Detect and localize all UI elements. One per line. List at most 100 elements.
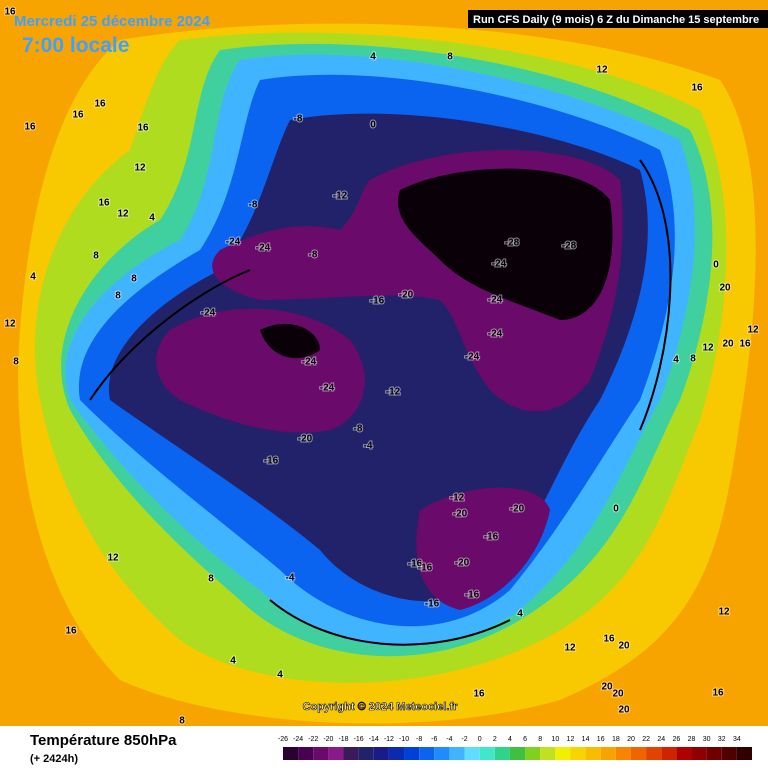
contour-label: 4: [517, 609, 523, 620]
color-swatch: [449, 747, 465, 760]
color-swatch: [464, 747, 480, 760]
color-swatch: [721, 747, 737, 760]
legend-tick-label: 28: [688, 736, 696, 743]
contour-label: -8: [354, 424, 363, 435]
contour-label: -24: [488, 329, 503, 340]
legend-tick-label: 22: [642, 736, 650, 743]
legend-tick-label: 32: [718, 736, 726, 743]
color-swatch: [706, 747, 722, 760]
contour-label: -24: [201, 308, 216, 319]
contour-label: 20: [601, 682, 613, 693]
contour-label: 8: [93, 251, 99, 262]
contour-label: 12: [596, 65, 608, 76]
contour-label: 4: [230, 656, 236, 667]
legend-title: Température 850hPa: [30, 732, 177, 749]
legend-tick-label: 14: [582, 736, 590, 743]
color-swatch: [509, 747, 526, 760]
color-swatch: [600, 747, 616, 760]
legend-tick-label: 24: [657, 736, 665, 743]
contour-label: -8: [309, 250, 318, 261]
color-swatch: [646, 747, 662, 760]
color-swatch: [434, 747, 450, 760]
color-swatch: [494, 747, 510, 760]
contour-label: -16: [264, 456, 279, 467]
contour-label: 8: [690, 354, 696, 365]
legend-tick-label: 4: [508, 736, 512, 743]
contour-label: -28: [505, 238, 520, 249]
legend-tick-label: -4: [446, 736, 452, 743]
contour-label: -24: [488, 295, 503, 306]
contour-label: 16: [739, 339, 751, 350]
copyright: Copyright © 2024 Meteociel.fr: [303, 701, 459, 713]
contour-label: 8: [447, 52, 453, 63]
contour-label: -28: [562, 241, 577, 252]
contour-label: 0: [713, 260, 719, 271]
contour-label: -20: [455, 558, 470, 569]
color-swatch: [404, 747, 420, 760]
contour-label: -12: [386, 387, 401, 398]
legend-tick-label: 8: [538, 736, 542, 743]
contour-label: 16: [4, 7, 16, 18]
forecast-date: Mercredi 25 décembre 2024: [14, 13, 211, 30]
legend-tick-label: 2: [493, 736, 497, 743]
contour-label: -4: [286, 573, 295, 584]
contour-label: 16: [94, 99, 106, 110]
contour-label: -16: [484, 532, 499, 543]
contour-label: 8: [208, 574, 214, 585]
legend-tick-label: 20: [627, 736, 635, 743]
isotherm-line: [89, 159, 672, 646]
color-swatch: [585, 747, 601, 760]
legend-tick-label: -24: [293, 736, 303, 743]
color-swatch: [313, 747, 329, 760]
legend-tick-label: -6: [431, 736, 437, 743]
color-swatch: [298, 747, 314, 760]
contour-label: 12: [107, 553, 119, 564]
contour-label: 12: [564, 643, 576, 654]
contour-label: -8: [249, 200, 258, 211]
contour-label: -16: [418, 563, 433, 574]
legend-tick-label: -12: [384, 736, 394, 743]
legend-tick-label: -16: [354, 736, 364, 743]
contour-label: 8: [115, 291, 121, 302]
contour-label: -20: [399, 290, 414, 301]
contour-label: 8: [179, 716, 185, 727]
map-coldest-zone: [398, 168, 613, 320]
contour-label: -16: [425, 599, 440, 610]
contour-label: 12: [4, 319, 16, 330]
color-swatch: [479, 747, 495, 760]
legend-tick-label: 30: [703, 736, 711, 743]
contour-label: 8: [13, 357, 19, 368]
contour-label: 8: [131, 274, 137, 285]
contour-label: 20: [612, 689, 624, 700]
forecast-time: 7:00 locale: [22, 34, 129, 57]
contour-label: 16: [691, 83, 703, 94]
legend-tick-label: 10: [551, 736, 559, 743]
legend-tick-label: 26: [672, 736, 680, 743]
contour-label: 20: [618, 705, 630, 716]
contour-label: 16: [98, 198, 110, 209]
contour-label: 4: [149, 213, 155, 224]
contour-label: -24: [226, 237, 241, 248]
run-box: [468, 10, 768, 28]
color-swatch: [661, 747, 677, 760]
legend-tick-label: 34: [733, 736, 741, 743]
legend-tick-label: -10: [399, 736, 409, 743]
legend-tick-label: -8: [416, 736, 422, 743]
contour-label: -24: [492, 259, 507, 270]
color-swatch: [343, 747, 359, 760]
contour-label: 12: [134, 163, 146, 174]
legend-tick-label: -20: [323, 736, 333, 743]
color-swatch: [540, 747, 556, 760]
contour-label: -24: [302, 357, 317, 368]
contour-label: -20: [453, 509, 468, 520]
color-swatch: [525, 747, 541, 760]
color-swatch: [570, 747, 586, 760]
contour-label: 16: [24, 122, 36, 133]
color-swatch: [615, 747, 631, 760]
contour-label: 12: [747, 325, 759, 336]
contour-label: -16: [408, 559, 423, 570]
color-swatch: [388, 747, 405, 760]
legend-tick-label: 16: [597, 736, 605, 743]
